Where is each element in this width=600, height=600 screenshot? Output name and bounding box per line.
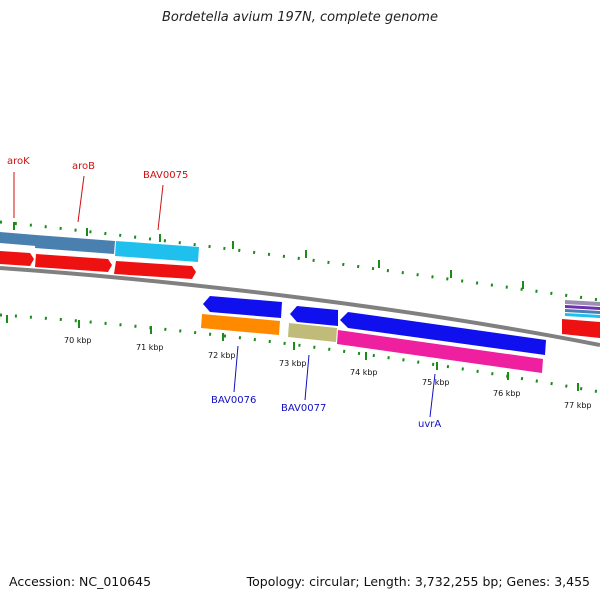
- gene-label-arok[interactable]: aroK: [7, 156, 30, 167]
- kbp-label: 70 kbp: [64, 336, 92, 345]
- kbp-label: 71 kbp: [136, 343, 164, 352]
- gene-label-arob[interactable]: aroB: [72, 161, 95, 172]
- kbp-label: 73 kbp: [279, 359, 307, 368]
- gene-label-bav0076[interactable]: BAV0076: [211, 395, 256, 406]
- kbp-labels: 70 kbp 71 kbp 72 kbp 73 kbp 74 kbp 75 kb…: [64, 336, 592, 410]
- genome-summary-text: Topology: circular; Length: 3,732,255 bp…: [246, 574, 590, 589]
- top-gene-labels: aroK aroB BAV0075: [7, 156, 188, 231]
- accession-text: Accession: NC_010645: [9, 574, 152, 589]
- right-edge-genes: [565, 300, 600, 318]
- kbp-label: 74 kbp: [350, 368, 378, 377]
- reverse-blue-arrows: [203, 296, 546, 355]
- lower-tick-track: [0, 313, 600, 394]
- kbp-label: 76 kbp: [493, 389, 521, 398]
- upper-tick-track: [0, 220, 600, 302]
- kbp-label: 72 kbp: [208, 351, 236, 360]
- gene-label-bav0075[interactable]: BAV0075: [143, 170, 188, 181]
- forward-red-arrows: [0, 251, 600, 338]
- forward-top-band: [0, 232, 199, 262]
- bottom-gene-labels: BAV0076 BAV0077 uvrA: [211, 345, 441, 430]
- kbp-label: 77 kbp: [564, 401, 592, 410]
- gene-label-bav0077[interactable]: BAV0077: [281, 403, 326, 414]
- genome-title: Bordetella avium 197N, complete genome: [162, 10, 438, 25]
- gene-label-uvra[interactable]: uvrA: [418, 419, 441, 430]
- genome-backbone: [0, 266, 600, 347]
- kbp-label: 75 kbp: [422, 378, 450, 387]
- reverse-lower-band: [201, 314, 543, 373]
